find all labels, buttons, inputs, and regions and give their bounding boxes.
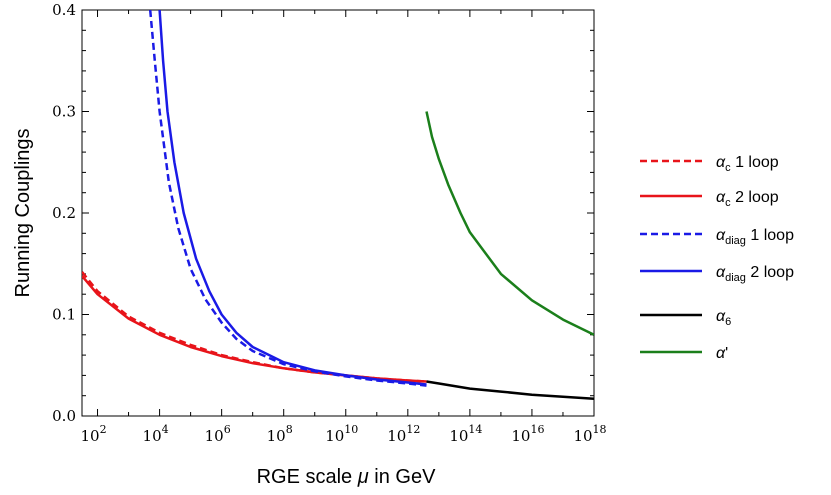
x-tick-label: 1018 [573,423,606,445]
legend-label-alpha-c-2loop: αc 2 loop [716,189,779,209]
x-tick-label: 104 [143,423,169,445]
legend-label-alpha-c-1loop: αc 1 loop [716,154,779,174]
y-tick-label: 0.0 [52,407,76,425]
axis-ticks: 102 104 106 108 1010 1012 1014 1016 1018 0.0 0.1 0.… [52,1,606,445]
x-tick-label: 108 [267,423,293,445]
x-axis-title: RGE scale μ in GeV [257,466,436,488]
series-line-alpha-diag-1loop [148,10,427,387]
y-tick-label: 0.1 [52,306,76,324]
y-tick-label: 0.3 [52,103,76,121]
y-tick-label: 0.2 [52,204,76,222]
axis-titles: RGE scale μ in GeV Running Couplings [12,128,436,488]
series-line-alpha-diag-2loop [158,10,427,386]
x-tick-label: 1014 [449,423,482,445]
x-tick-label: 102 [80,423,106,445]
x-tick-label: 1012 [387,423,420,445]
series-line-alpha-c-1loop [82,271,427,383]
y-axis-title: Running Couplings [12,128,34,297]
legend: αc 1 loop αc 2 loop αdiag 1 loop αdiag 2 lo… [640,154,794,362]
x-tick-label: 1010 [325,423,358,445]
plot-frame [81,9,595,417]
x-tick-label: 1016 [511,423,544,445]
legend-label-alpha-diag-2loop: αdiag 2 loop [716,264,794,284]
series-group [82,10,594,400]
legend-label-alpha-prime: α' [716,345,728,362]
x-tick-label: 106 [205,423,231,445]
plot-area-border [81,9,595,417]
legend-label-alpha-diag-1loop: αdiag 1 loop [716,227,794,247]
series-line-alpha-6 [426,380,594,400]
legend-label-alpha-6: α6 [716,308,731,328]
series-line-alpha-c-2loop [82,275,427,383]
y-tick-label: 0.4 [52,1,76,19]
series-line-alpha-prime [425,111,594,336]
